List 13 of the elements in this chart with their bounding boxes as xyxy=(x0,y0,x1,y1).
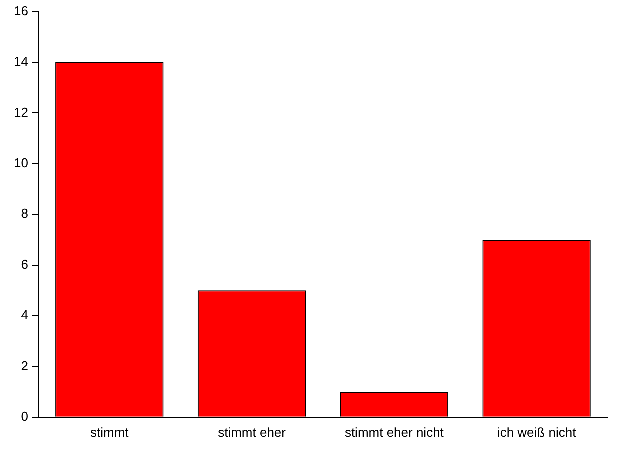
x-tick-label: stimmt eher nicht xyxy=(344,424,444,440)
y-tick-label: 6 xyxy=(21,256,28,272)
y-tick-label: 2 xyxy=(21,358,28,374)
y-tick-label: 12 xyxy=(14,104,28,120)
y-tick-label: 10 xyxy=(14,155,28,170)
y-tick-label: 16 xyxy=(14,3,28,18)
y-tick-label: 4 xyxy=(21,308,28,323)
y-tick-label: 14 xyxy=(14,54,28,70)
y-tick-label: 8 xyxy=(21,206,28,222)
y-tick-label: 0 xyxy=(21,408,28,424)
x-tick-label: ich weiß nicht xyxy=(497,424,577,440)
x-tick-label: stimmt eher xyxy=(218,424,287,440)
x-tick-label: stimmt xyxy=(90,424,130,440)
